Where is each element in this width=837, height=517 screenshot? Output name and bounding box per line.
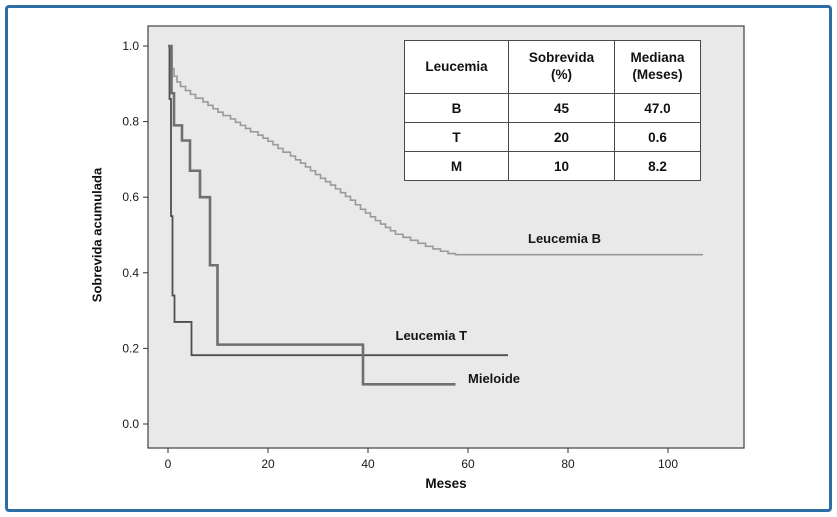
table-row-t: T 20 0.6 xyxy=(404,122,701,152)
cell-leucemia-m: M xyxy=(404,151,509,181)
cell-mediana-t: 0.6 xyxy=(614,122,701,152)
curve-label-mieloide: Mieloide xyxy=(468,371,521,387)
x-tick-label: 100 xyxy=(658,457,678,471)
table-row-b: B 45 47.0 xyxy=(404,93,701,123)
x-tick-label: 20 xyxy=(261,457,275,471)
x-tick-label: 60 xyxy=(461,457,475,471)
cell-leucemia-b: B xyxy=(404,93,509,123)
cell-sobrevida-m: 10 xyxy=(508,151,615,181)
inset-table-header-leucemia: Leucemia xyxy=(404,40,509,94)
inset-table-header-mediana: Mediana (Meses) xyxy=(614,40,701,94)
cell-mediana-m: 8.2 xyxy=(614,151,701,181)
x-tick-label: 80 xyxy=(561,457,575,471)
table-row-m: M 10 8.2 xyxy=(404,151,701,181)
curve-mieloide xyxy=(168,44,456,386)
curve-label-leucemia-b: Leucemia B xyxy=(528,231,601,247)
curve-leucemia-t xyxy=(168,45,508,357)
y-tick-label: 0.4 xyxy=(122,266,139,280)
x-axis-title: Meses xyxy=(425,476,467,491)
curve-leucemia-b xyxy=(168,45,703,256)
cell-sobrevida-t: 20 xyxy=(508,122,615,152)
y-tick-label: 0.0 xyxy=(122,417,139,431)
x-tick-label: 0 xyxy=(165,457,172,471)
y-axis-title: Sobrevida acumulada xyxy=(89,167,105,303)
y-tick-label: 0.6 xyxy=(122,190,139,204)
x-tick-label: 40 xyxy=(361,457,375,471)
cell-sobrevida-b: 45 xyxy=(508,93,615,123)
inset-table-header-row: Leucemia Sobrevida (%) Mediana (Meses) xyxy=(404,40,701,94)
y-tick-label: 1.0 xyxy=(122,39,139,53)
y-tick-label: 0.2 xyxy=(122,341,139,355)
inset-table-header-sobrevida: Sobrevida (%) xyxy=(508,40,615,94)
cell-leucemia-t: T xyxy=(404,122,509,152)
curve-label-leucemia-t: Leucemia T xyxy=(395,327,468,343)
y-tick-label: 0.8 xyxy=(122,115,139,129)
inset-table: Leucemia Sobrevida (%) Mediana (Meses) B… xyxy=(404,40,701,181)
cell-mediana-b: 47.0 xyxy=(614,93,701,123)
